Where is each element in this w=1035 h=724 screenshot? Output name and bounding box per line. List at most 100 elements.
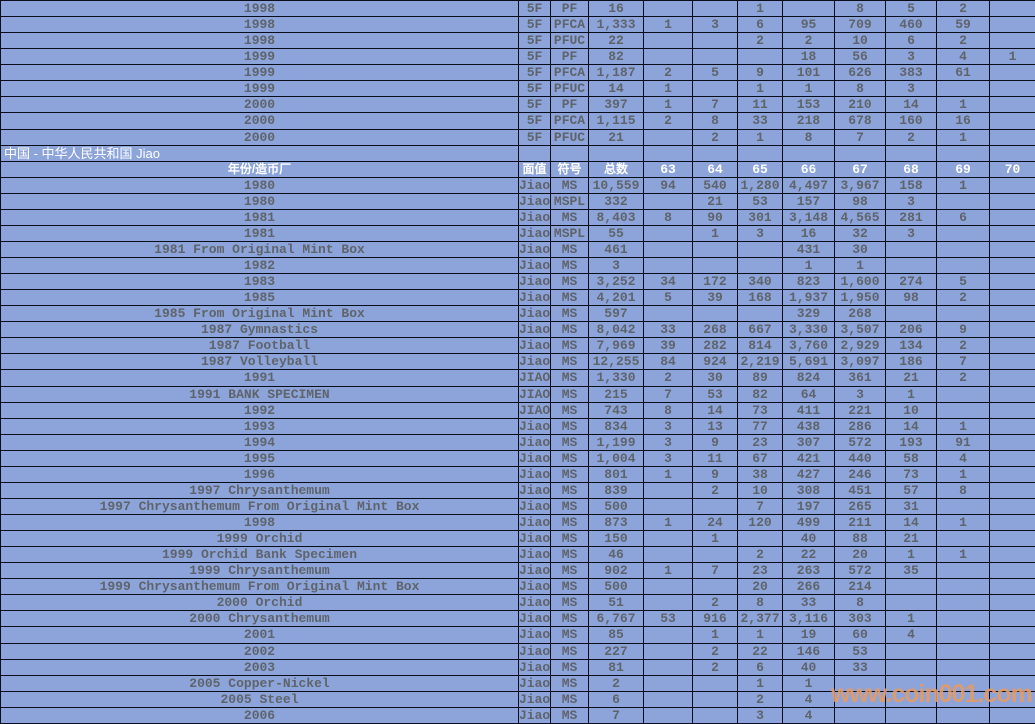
year-mint-cell: 1994 — [0, 433, 519, 451]
year-mint-cell: 1999 Chrysanthemum — [0, 562, 519, 580]
grade-count-cell: 451 — [834, 481, 886, 499]
grade-count-cell — [643, 658, 693, 676]
grade-count-cell — [885, 690, 937, 708]
grade-count-cell — [643, 594, 693, 612]
grade-count-cell: 1 — [936, 513, 990, 532]
grade-count-cell: 307 — [782, 433, 835, 451]
grade-count-cell — [989, 112, 1035, 130]
denomination-cell: Jiao — [518, 449, 551, 467]
year-mint-cell: 1983 — [0, 273, 519, 291]
table-row: 1995 Jiao MS 1,004 3 11 67 421 440 58 4 — [0, 449, 1035, 467]
total-cell: 7 — [588, 706, 644, 724]
grade-count-cell: 158 — [885, 176, 937, 194]
symbol-cell: MS — [550, 353, 589, 371]
symbol-cell: MS — [550, 176, 589, 194]
table-row: 1983 Jiao MS 3,252 34 172 340 823 1,600 274 5 — [0, 273, 1035, 291]
total-cell: 3 — [588, 256, 644, 275]
table-row: 2003 Jiao MS 81 2 6 40 33 — [0, 658, 1035, 676]
grade-count-cell: 94 — [643, 176, 693, 194]
empty-cell — [834, 144, 886, 162]
table-row: 2005 Copper-Nickel Jiao MS 2 1 1 — [0, 674, 1035, 692]
grade-count-cell: 53 — [692, 385, 738, 403]
symbol-cell: PF — [550, 96, 589, 114]
year-mint-cell: 1999 Chrysanthemum From Original Mint Bo… — [0, 578, 519, 596]
grade-count-cell — [936, 658, 990, 676]
grade-count-cell — [989, 80, 1035, 98]
symbol-cell: PFCA — [550, 64, 589, 82]
symbol-cell: MS — [550, 706, 589, 724]
grade-count-cell — [737, 48, 783, 66]
grade-count-cell: 30 — [692, 369, 738, 387]
table-row: 2000 Chrysanthemum Jiao MS 6,767 53 916 2,377 3… — [0, 610, 1035, 628]
grade-count-cell — [936, 610, 990, 628]
grade-count-cell: 5 — [643, 289, 693, 307]
total-cell: 22 — [588, 32, 644, 50]
grade-count-cell: 3 — [643, 449, 693, 467]
denomination-cell: Jiao — [518, 224, 551, 242]
grade-count-cell: 8 — [834, 80, 886, 98]
grade-count-cell: 4 — [885, 626, 937, 644]
grade-count-cell: 1,280 — [737, 176, 783, 194]
grade-count-cell — [692, 706, 738, 724]
year-mint-cell: 1981 — [0, 224, 519, 242]
grade-count-cell: 1 — [936, 96, 990, 114]
denomination-cell: JIAO — [518, 401, 551, 419]
grade-count-cell — [989, 321, 1035, 339]
total-cell: 85 — [588, 626, 644, 644]
grade-count-cell: 3 — [834, 385, 886, 403]
year-mint-cell: 1980 — [0, 192, 519, 210]
denomination-cell: Jiao — [518, 208, 551, 226]
grade-count-cell: 2,929 — [834, 337, 886, 355]
total-cell: 2 — [588, 674, 644, 692]
denomination-cell: 5F — [518, 80, 551, 98]
denomination-cell: Jiao — [518, 658, 551, 676]
grade-count-cell: 1 — [643, 16, 693, 34]
year-mint-cell: 2000 — [0, 128, 519, 146]
grade-count-cell: 7 — [692, 96, 738, 114]
grade-count-cell: 438 — [782, 417, 835, 435]
symbol-cell: MS — [550, 690, 589, 708]
symbol-cell: MS — [550, 562, 589, 580]
total-cell: 12,255 — [588, 353, 644, 371]
grade-count-cell — [989, 273, 1035, 291]
grade-count-cell: 1,937 — [782, 289, 835, 307]
grade-count-cell: 1,950 — [834, 289, 886, 307]
symbol-cell: MS — [550, 208, 589, 226]
grade-count-cell — [834, 674, 886, 692]
grade-count-cell — [643, 128, 693, 146]
table-row: 1999 Chrysanthemum Jiao MS 902 1 7 23 263 572 35 — [0, 562, 1035, 580]
grade-count-cell: 10 — [885, 401, 937, 419]
denomination-cell: Jiao — [518, 192, 551, 210]
grade-count-cell: 23 — [737, 433, 783, 451]
grade-count-cell: 40 — [782, 530, 835, 548]
empty-cell — [550, 144, 589, 162]
grade-count-cell: 84 — [643, 353, 693, 371]
grade-count-cell: 2 — [737, 32, 783, 50]
grade-count-cell: 1 — [989, 48, 1035, 66]
grade-count-cell — [989, 465, 1035, 483]
grade-count-cell: 1 — [643, 96, 693, 114]
column-header: 64 — [692, 160, 738, 178]
grade-count-cell — [936, 642, 990, 660]
grade-count-cell — [643, 48, 693, 66]
grade-count-cell: 916 — [692, 610, 738, 628]
year-mint-cell: 1981 From Original Mint Box — [0, 240, 519, 259]
total-cell: 150 — [588, 530, 644, 548]
grade-count-cell: 308 — [782, 481, 835, 499]
denomination-cell: Jiao — [518, 610, 551, 628]
table-row: 1999 5F PFCA 1,187 2 5 9 101 626 383 61 — [0, 64, 1035, 82]
table-row: 2005 Steel Jiao MS 6 2 4 — [0, 690, 1035, 708]
grade-count-cell: 53 — [834, 642, 886, 660]
grade-count-cell: 2 — [692, 658, 738, 676]
grade-count-cell: 7 — [936, 353, 990, 371]
grade-count-cell — [834, 706, 886, 724]
grade-count-cell: 95 — [782, 16, 835, 34]
grade-count-cell: 6 — [936, 208, 990, 226]
denomination-cell: Jiao — [518, 256, 551, 275]
grade-count-cell: 90 — [692, 208, 738, 226]
symbol-cell: MS — [550, 305, 589, 323]
grade-count-cell: 33 — [834, 658, 886, 676]
grade-count-cell: 20 — [834, 546, 886, 564]
grade-count-cell: 22 — [737, 642, 783, 660]
grade-count-cell: 172 — [692, 273, 738, 291]
